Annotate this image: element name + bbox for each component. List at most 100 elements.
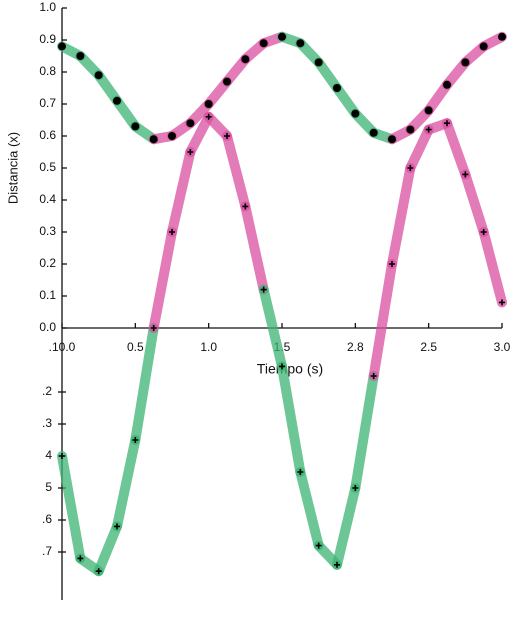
point <box>370 373 377 379</box>
y-tick-label: 0.0 <box>39 320 56 334</box>
point <box>480 229 487 235</box>
line-segment <box>130 323 159 445</box>
point <box>333 84 341 92</box>
y-tick-label: 0.6 <box>39 128 56 142</box>
x-tick-label: 3.0 <box>494 340 511 354</box>
point <box>424 106 433 115</box>
point <box>315 542 322 549</box>
point <box>131 122 140 131</box>
point <box>260 286 267 293</box>
point <box>58 42 66 51</box>
point <box>461 58 470 67</box>
point <box>186 119 195 128</box>
line-segment <box>93 521 122 577</box>
y-tick-label: 0.5 <box>39 160 56 174</box>
y-tick-label: 0.4 <box>39 192 56 206</box>
point <box>113 96 121 105</box>
point <box>169 229 175 235</box>
line-segment <box>185 111 214 157</box>
line-segment <box>93 70 122 106</box>
point <box>369 128 378 137</box>
point <box>462 171 469 178</box>
line-segment <box>277 361 306 477</box>
point <box>94 71 103 80</box>
line-segment <box>240 201 269 295</box>
point <box>479 42 488 51</box>
point <box>168 132 176 140</box>
point <box>242 203 249 210</box>
y-tick-label: .6 <box>42 512 52 526</box>
line-segment <box>368 259 397 381</box>
line-segment <box>112 435 141 532</box>
point <box>425 126 432 133</box>
y-axis-title: Distancia (x) <box>5 132 20 204</box>
point <box>388 135 396 144</box>
line-segment <box>295 467 324 551</box>
x-tick-label: 2.8 <box>347 340 364 354</box>
point <box>406 125 415 134</box>
x-tick-label: 0.5 <box>127 340 144 354</box>
line-segment <box>112 95 141 132</box>
point <box>77 555 84 562</box>
y-tick-label: .3 <box>42 416 52 430</box>
line-segment <box>167 147 196 237</box>
line-segment <box>222 131 251 212</box>
line-segment <box>423 79 452 116</box>
point <box>297 469 304 475</box>
point <box>76 52 85 60</box>
line-segment <box>148 227 177 333</box>
point <box>351 109 360 118</box>
point <box>499 299 505 306</box>
line-segment <box>405 124 434 173</box>
y-tick-label: 4 <box>45 448 52 462</box>
line-segment <box>313 57 342 93</box>
point <box>204 100 213 108</box>
point <box>443 80 451 89</box>
x-tick-label: .10.0 <box>49 340 76 354</box>
point <box>279 363 285 370</box>
point <box>389 261 395 267</box>
point <box>223 77 231 86</box>
line-segment <box>478 227 507 308</box>
y-tick-label: 0.9 <box>39 32 56 46</box>
x-tick-label: 2.5 <box>420 340 437 354</box>
y-tick-label: 0.1 <box>39 288 56 302</box>
point <box>205 113 212 120</box>
point <box>187 149 194 155</box>
y-tick-label: 5 <box>45 480 52 494</box>
point <box>314 58 323 67</box>
line-segment <box>442 118 471 180</box>
y-tick-label: .7 <box>42 544 52 558</box>
point <box>95 568 102 575</box>
line-segment <box>258 284 287 372</box>
point <box>114 523 120 530</box>
point <box>407 165 414 171</box>
line-segment <box>460 169 489 237</box>
point <box>224 133 230 139</box>
x-tick-label: 1.0 <box>200 340 217 354</box>
point <box>259 39 268 48</box>
point <box>132 437 139 443</box>
line-segment <box>332 83 361 119</box>
point <box>241 55 250 64</box>
y-tick-label: 0.3 <box>39 224 56 238</box>
point <box>59 453 65 459</box>
point <box>444 120 450 127</box>
point <box>498 32 506 41</box>
line-segment <box>332 483 361 570</box>
point <box>352 485 359 491</box>
y-tick-label: 0.7 <box>39 96 56 110</box>
line-segment <box>350 371 379 493</box>
line-segment <box>387 163 416 269</box>
y-tick-label: .2 <box>42 384 52 398</box>
point <box>150 325 157 331</box>
x-axis-title: Tiempo (s) <box>257 361 323 377</box>
y-tick-label: 0.2 <box>39 256 56 270</box>
point <box>278 32 286 41</box>
point <box>149 135 158 144</box>
line-segment <box>57 451 86 564</box>
y-tick-label: 0.8 <box>39 64 56 78</box>
point <box>334 561 340 568</box>
y-tick-label: 1.0 <box>39 0 56 14</box>
